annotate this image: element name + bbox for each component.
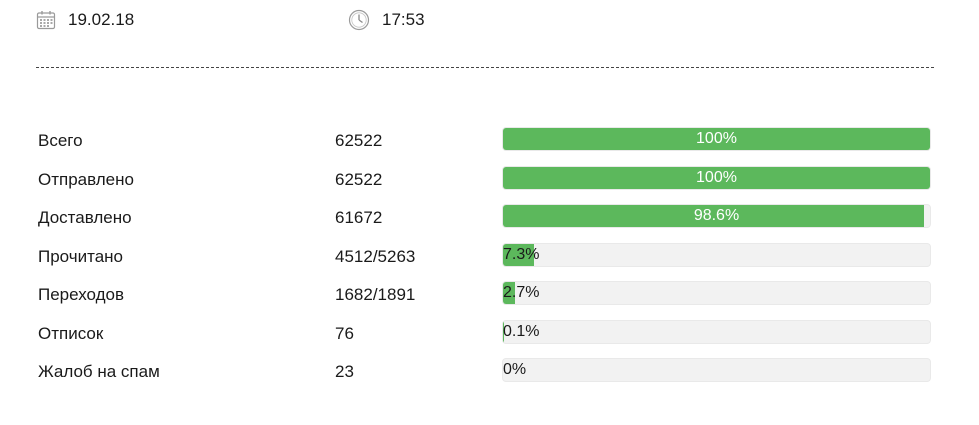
stat-row-read: Прочитано 4512/5263 7.3% [36, 242, 932, 281]
stat-row-spam-complaints: Жалоб на спам 23 0% [36, 357, 932, 396]
progress-bar: 0% [502, 358, 931, 382]
progress-bar: 100% [502, 165, 931, 190]
dashed-divider [36, 67, 934, 68]
progress-percent-label: 7.3% [503, 245, 540, 263]
stat-label: Жалоб на спам [38, 362, 160, 381]
progress-percent-label: 0% [503, 361, 527, 378]
stat-value: 23 [335, 362, 354, 381]
stat-value: 62522 [335, 169, 383, 189]
stat-label: Доставлено [38, 208, 132, 227]
progress-fill [503, 205, 925, 227]
date-display: 19.02.18 [36, 6, 134, 34]
progress-fill [503, 282, 515, 304]
progress-bar: 100% [502, 127, 931, 151]
time-text: 17:53 [382, 10, 425, 29]
clock-icon [348, 9, 370, 31]
stats-table: Всего 62522 100% Отправлено 62522 100% Доставл… [36, 126, 932, 396]
progress-bar: 0.1% [502, 319, 931, 344]
progress-percent-label: 2.7% [503, 284, 540, 301]
stat-value: 62522 [335, 131, 383, 150]
progress-percent-label: 100% [696, 168, 737, 186]
stat-row-sent: Отправлено 62522 100% [36, 165, 932, 204]
stat-row-clicks: Переходов 1682/1891 2.7% [36, 280, 932, 319]
progress-fill [503, 166, 930, 189]
stat-value: 76 [335, 323, 354, 343]
stat-label: Отправлено [38, 169, 134, 189]
progress-bar: 98.6% [502, 204, 931, 228]
progress-percent-label: 98.6% [693, 207, 740, 224]
header: 19.02.18 17:53 [36, 6, 935, 34]
stat-value: 61672 [335, 208, 383, 227]
date-text: 19.02.18 [68, 10, 135, 29]
calendar-icon [36, 11, 56, 30]
stat-value: 1682/1891 [335, 285, 416, 304]
stat-label: Прочитано [38, 246, 123, 266]
stat-value: 4512/5263 [335, 246, 416, 266]
stat-label: Отписок [38, 323, 104, 343]
progress-fill [503, 243, 535, 266]
stat-label: Всего [38, 131, 83, 150]
progress-bar: 2.7% [502, 281, 931, 305]
progress-percent-label: 100% [696, 130, 737, 147]
stat-label: Переходов [38, 285, 125, 304]
stat-row-delivered: Доставлено 61672 98.6% [36, 203, 932, 242]
time-display: 17:53 [348, 6, 425, 34]
progress-percent-label: 0.1% [503, 322, 540, 340]
stat-row-unsubscribes: Отписок 76 0.1% [36, 319, 932, 358]
progress-fill [503, 128, 930, 150]
stat-row-total: Всего 62522 100% [36, 126, 932, 165]
progress-bar: 7.3% [502, 242, 931, 267]
